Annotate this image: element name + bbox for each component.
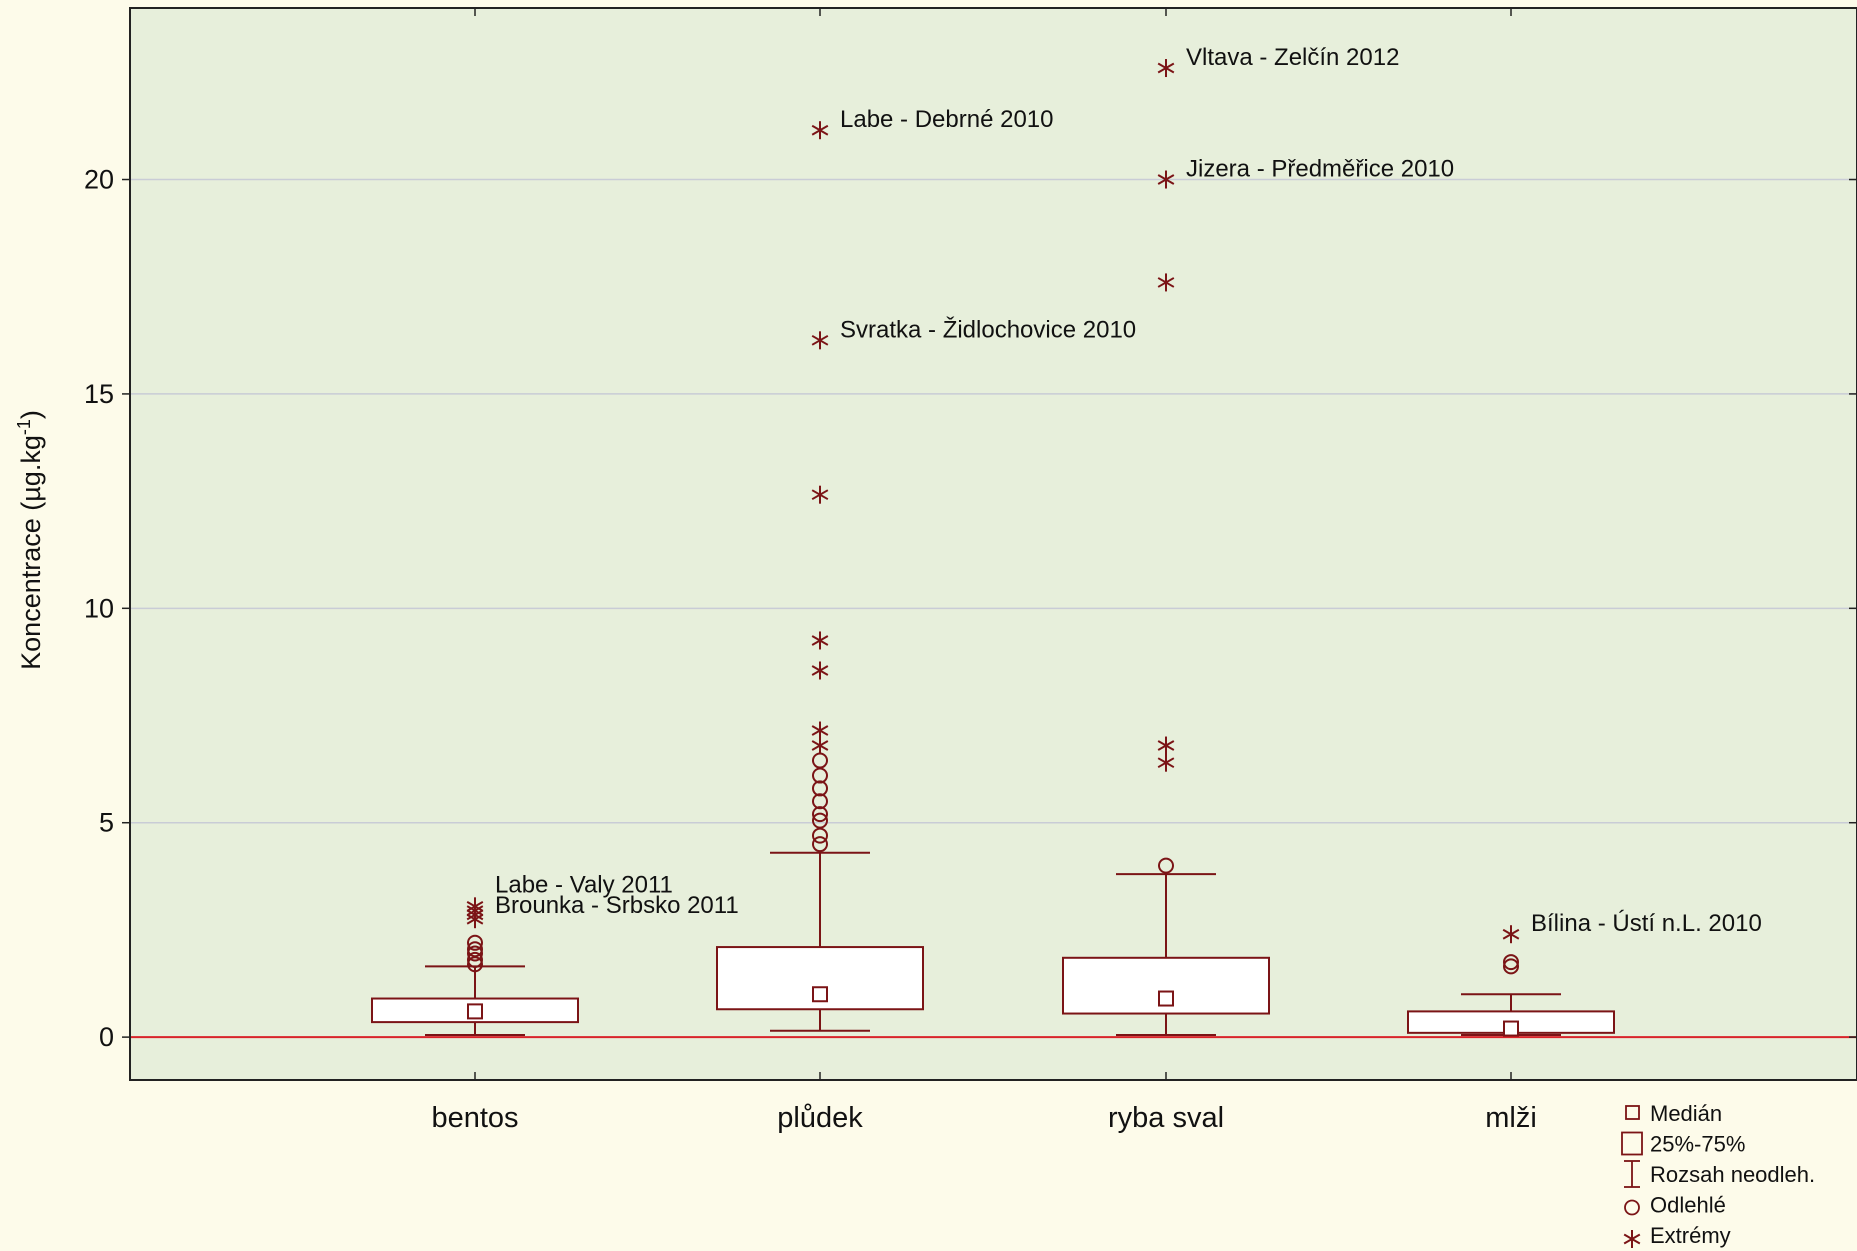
- outlier-point-1-3: [812, 806, 828, 823]
- outlier-point-1-4: [812, 793, 828, 810]
- median-marker-1: [812, 986, 828, 1003]
- x-category-label-2: ryba sval: [1108, 1102, 1224, 1134]
- outlier-point-3-0: [1503, 958, 1519, 975]
- x-category-label-3: mlži: [1485, 1102, 1537, 1134]
- outlier-point-1-5: [812, 780, 828, 797]
- legend-label-0: Medián: [1650, 1101, 1722, 1126]
- extreme-point-3-0-stroke-2: [1502, 928, 1520, 940]
- legend: Medián 25%-75% Rozsah neodleh. Odlehlé Extré…: [1621, 1101, 1815, 1248]
- box-group-2: Vltava - Zelčín 2012 Jizera - Předměřice …: [1062, 44, 1454, 1036]
- extreme-point-1-4-stroke-2: [811, 489, 829, 501]
- extreme-point-3-0: [1502, 925, 1520, 944]
- legend-symbol-1: [1621, 1131, 1643, 1156]
- legend-label-4: Extrémy: [1650, 1223, 1731, 1248]
- median-marker-0: [467, 1003, 483, 1020]
- extreme-point-1-6: [811, 121, 829, 140]
- box-group-1: Labe - Debrné 2010 Svratka - Židlochovice…: [716, 106, 1136, 1032]
- legend-symbol-4-stroke-2: [1623, 1233, 1641, 1245]
- extreme-point-1-5-stroke-2: [811, 334, 829, 346]
- legend-symbol-2: [1624, 1160, 1640, 1188]
- outlier-point-0-4: [467, 934, 483, 951]
- extreme-point-1-4: [811, 485, 829, 504]
- x-category-label-1: plůdek: [777, 1102, 863, 1134]
- outlier-point-0-1: [467, 951, 483, 968]
- extreme-point-2-1-stroke-2: [1157, 740, 1175, 751]
- outlier-point-3-1: [1503, 954, 1519, 971]
- annotation-label-0-1: Brounka - Srbsko 2011: [495, 892, 739, 919]
- extreme-point-2-2-stroke-2: [1157, 277, 1175, 288]
- median-marker-2: [1158, 990, 1174, 1007]
- outlier-point-1-0: [812, 836, 828, 853]
- outlier-point-1-6: [812, 767, 828, 784]
- y-axis-label: Koncentrace (µg.kg-1): [14, 410, 46, 670]
- y-tick-label-1: 5: [99, 808, 114, 838]
- gridlines: [130, 178, 1857, 824]
- x-category-label-0: bentos: [431, 1102, 518, 1134]
- extreme-point-2-0: [1157, 753, 1175, 772]
- axes: 0 5 10 15 20 bentos plůdek ryba sval mlži: [84, 7, 1857, 1134]
- y-axis-label-suffix: ): [16, 410, 46, 419]
- median-marker-3: [1503, 1020, 1519, 1037]
- box-group-3: Bílina - Ústí n.L. 2010: [1407, 910, 1762, 1037]
- annotation-label-0-0: Labe - Valy 2011: [495, 871, 673, 898]
- legend-label-2: Rozsah neodleh.: [1650, 1162, 1815, 1187]
- annotation-label-1-0: Labe - Debrné 2010: [840, 106, 1054, 133]
- plot-area: [130, 8, 1857, 1080]
- extreme-point-2-4: [1157, 59, 1175, 78]
- legend-symbol-3: [1624, 1199, 1640, 1216]
- outlier-point-0-2: [467, 945, 483, 962]
- plot-frame: [129, 7, 1857, 1081]
- legend-label-1: 25%-75%: [1650, 1132, 1745, 1157]
- extreme-point-2-3-stroke-2: [1157, 174, 1175, 185]
- extreme-point-1-1-stroke-2: [811, 725, 829, 736]
- y-tick-label-2: 10: [84, 593, 114, 623]
- extreme-point-1-1: [811, 721, 829, 740]
- annotation-label-3-0: Bílina - Ústí n.L. 2010: [1531, 910, 1762, 937]
- legend-symbol-4: [1623, 1230, 1641, 1248]
- y-tick-label-4: 20: [84, 165, 114, 195]
- extreme-point-1-6-stroke-2: [811, 124, 829, 136]
- outlier-point-1-1: [812, 827, 828, 844]
- annotation-label-2-0: Vltava - Zelčín 2012: [1186, 44, 1399, 71]
- y-axis-label-main: Koncentrace (µg.kg: [16, 435, 46, 670]
- outlier-point-0-3: [467, 941, 483, 958]
- extreme-point-2-3: [1157, 170, 1175, 189]
- outlier-point-1-2: [812, 812, 828, 829]
- extreme-point-0-3: [466, 897, 484, 916]
- extreme-point-2-0-stroke-2: [1157, 757, 1175, 769]
- annotation-label-2-1: Jizera - Předměřice 2010: [1186, 156, 1454, 183]
- annotation-label-1-1: Svratka - Židlochovice 2010: [840, 316, 1136, 343]
- extreme-point-1-2: [811, 661, 829, 680]
- extreme-point-2-4-stroke-2: [1157, 62, 1175, 74]
- extreme-point-0-3-stroke-2: [466, 900, 484, 912]
- extreme-point-1-0-stroke-2: [811, 740, 829, 751]
- outlier-point-0-0: [467, 956, 483, 973]
- outlier-point-2-0: [1158, 857, 1174, 874]
- legend-symbol-0: [1625, 1105, 1640, 1120]
- legend-label-3: Odlehlé: [1650, 1193, 1726, 1218]
- extreme-point-2-1: [1157, 736, 1175, 755]
- y-tick-label-3: 15: [84, 379, 114, 409]
- extreme-point-1-3: [811, 631, 829, 650]
- extreme-point-1-2-stroke-2: [811, 665, 829, 676]
- extreme-point-2-2: [1157, 273, 1175, 292]
- extreme-point-1-3-stroke-2: [811, 635, 829, 646]
- y-tick-label-0: 0: [99, 1022, 114, 1052]
- y-axis-label-superscript: -1: [14, 419, 34, 435]
- extreme-point-1-5: [811, 331, 829, 350]
- extreme-point-1-0: [811, 736, 829, 755]
